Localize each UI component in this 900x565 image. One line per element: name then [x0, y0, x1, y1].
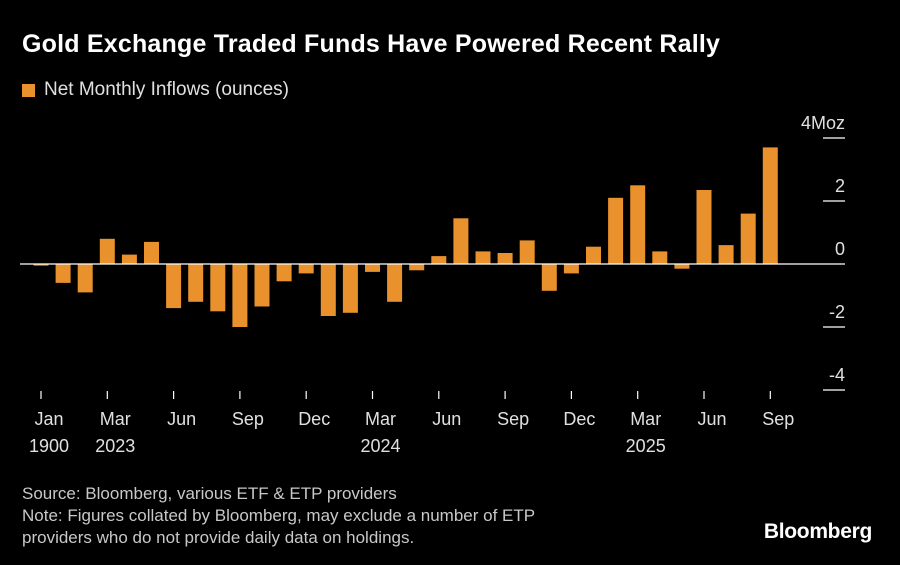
- x-tick-label: Mar: [630, 409, 661, 429]
- bloomberg-logo: Bloomberg: [763, 520, 872, 543]
- bar-7: [166, 264, 182, 309]
- x-tick-label: Jun: [697, 409, 726, 429]
- x-year-label: 1900: [29, 436, 69, 456]
- x-tick-label: Sep: [497, 409, 529, 429]
- bar-11: [254, 264, 270, 307]
- bar-chart: 4Moz 2 0 -2 -4 Jan 1900 Mar 2023 Jun Sep Dec Mar 202…: [20, 113, 845, 456]
- x-axis: Jan 1900 Mar 2023 Jun Sep Dec Mar 2024 Jun Sep Dec M…: [29, 391, 794, 456]
- y-axis: 4Moz 2 0 -2 -4: [801, 113, 845, 391]
- bar-2: [55, 264, 71, 283]
- bar-18: [409, 264, 425, 271]
- bar-17: [387, 264, 403, 302]
- x-tick-label: Sep: [762, 409, 794, 429]
- legend: Net Monthly Inflows (ounces): [22, 79, 289, 101]
- x-tick-label: Jun: [167, 409, 196, 429]
- x-tick-label: Mar: [100, 409, 131, 429]
- bar-15: [342, 264, 358, 313]
- bar-8: [188, 264, 204, 302]
- x-tick-label: Sep: [232, 409, 264, 429]
- bar-14: [320, 264, 336, 316]
- x-tick-label: Mar: [365, 409, 396, 429]
- bar-25: [563, 264, 579, 274]
- note-text-line-2: providers who do not provide daily data …: [22, 528, 415, 547]
- x-year-label: 2024: [360, 436, 400, 456]
- y-tick-label: 2: [835, 176, 845, 196]
- bar-29: [652, 251, 668, 264]
- bar-32: [718, 245, 734, 264]
- source-text: Source: Bloomberg, various ETF & ETP pro…: [22, 484, 397, 503]
- legend-label: Net Monthly Inflows (ounces): [44, 79, 289, 100]
- bar-22: [497, 253, 513, 264]
- bar-28: [630, 185, 646, 265]
- legend-swatch: [22, 83, 35, 97]
- x-tick-label: Dec: [563, 409, 595, 429]
- bar-33: [740, 213, 756, 264]
- bar-10: [232, 264, 248, 327]
- x-year-label: 2023: [95, 436, 135, 456]
- bar-9: [210, 264, 226, 312]
- bars-layer: [33, 147, 778, 327]
- bar-27: [608, 197, 624, 264]
- bar-30: [674, 264, 690, 269]
- x-tick-label: Jan: [34, 409, 63, 429]
- bar-23: [519, 240, 535, 264]
- bar-31: [696, 190, 712, 264]
- bar-3: [77, 264, 93, 293]
- y-tick-label: -4: [829, 365, 845, 385]
- note-text-line-1: Note: Figures collated by Bloomberg, may…: [22, 506, 536, 525]
- x-tick-label: Dec: [298, 409, 330, 429]
- bar-20: [453, 218, 469, 264]
- y-tick-label: 4Moz: [801, 113, 845, 133]
- bar-1: [33, 264, 49, 266]
- bar-12: [276, 264, 292, 282]
- chart-title: Gold Exchange Traded Funds Have Powered …: [22, 30, 721, 58]
- bar-16: [365, 264, 380, 272]
- y-tick-label: 0: [835, 239, 845, 259]
- bar-4: [99, 238, 115, 264]
- bar-21: [475, 251, 491, 264]
- bar-26: [586, 246, 601, 264]
- bar-5: [121, 254, 137, 264]
- y-tick-label: -2: [829, 302, 845, 322]
- x-year-label: 2025: [626, 436, 666, 456]
- bar-13: [298, 264, 314, 274]
- bar-34: [762, 147, 778, 264]
- x-tick-label: Jun: [432, 409, 461, 429]
- footer: Source: Bloomberg, various ETF & ETP pro…: [22, 483, 535, 549]
- bar-24: [541, 264, 557, 291]
- bar-6: [144, 241, 159, 264]
- bar-19: [431, 256, 447, 264]
